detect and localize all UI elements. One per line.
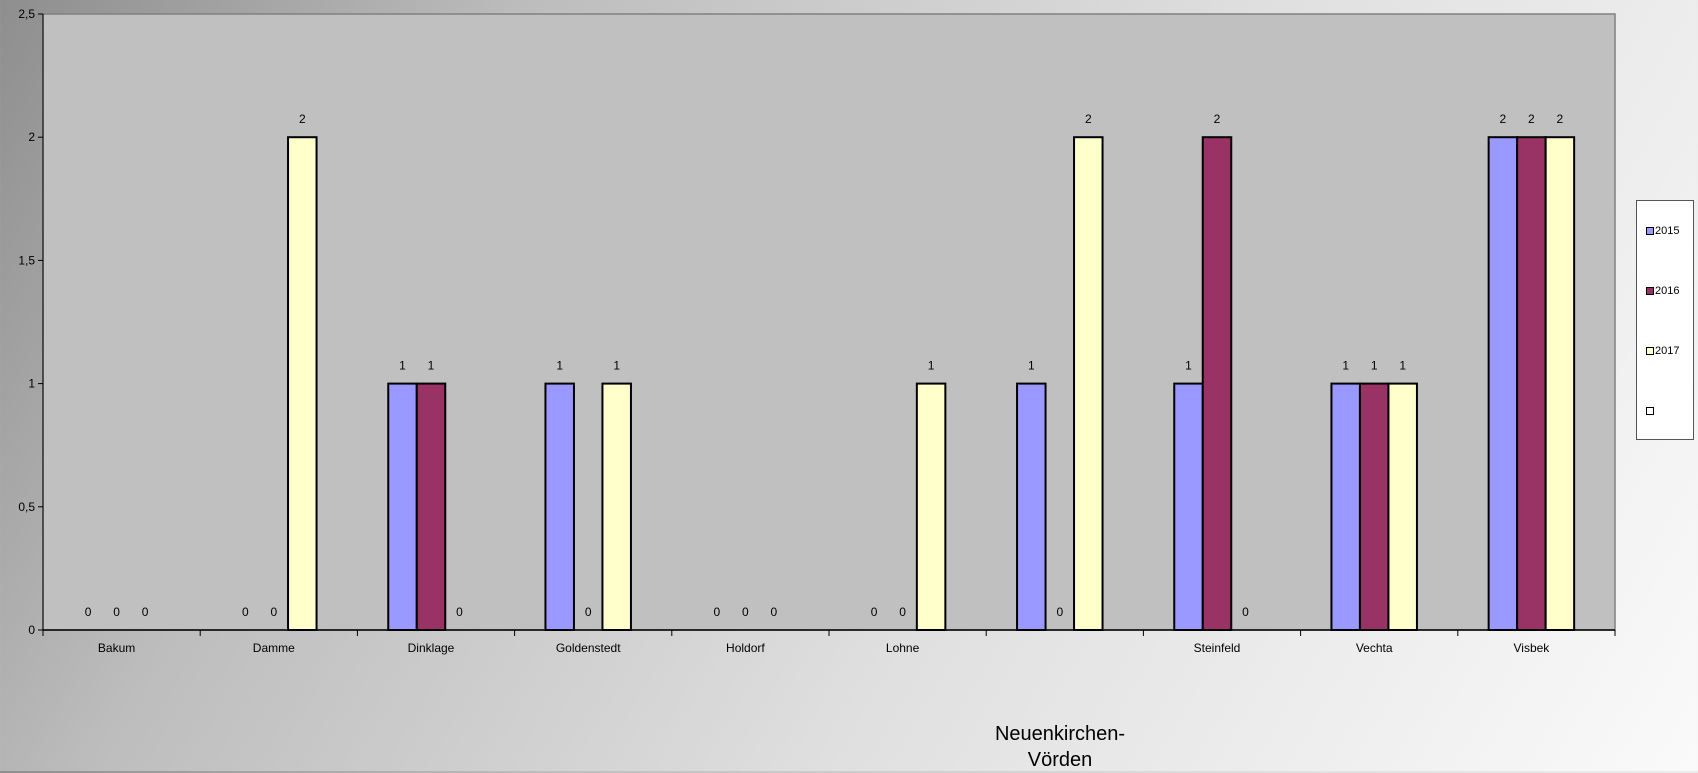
data-label-2017: 2 <box>299 112 306 126</box>
data-label-2016: 0 <box>899 605 906 619</box>
data-label-2017: 0 <box>1242 605 1249 619</box>
x-tick-label: Lohne <box>886 641 920 655</box>
bar-2015 <box>388 384 417 630</box>
data-label-2016: 0 <box>270 605 277 619</box>
y-tick-label: 2 <box>28 130 35 144</box>
data-label-2015: 1 <box>1185 359 1192 373</box>
x-tick-label: Holdorf <box>726 641 765 655</box>
bar-2017 <box>917 384 946 630</box>
bar-2017 <box>1074 137 1103 630</box>
x-tick-label: Damme <box>253 641 295 655</box>
y-tick-label: 0 <box>28 623 35 637</box>
data-label-2016: 0 <box>1056 605 1063 619</box>
bar-2015 <box>1017 384 1046 630</box>
x-tick-label: Vechta <box>1356 641 1393 655</box>
legend-label-2015: 2015 <box>1655 225 1679 237</box>
x-tick-label: Visbek <box>1513 641 1550 655</box>
legend-item-2017: 2017 <box>1646 344 1679 358</box>
data-label-2015: 0 <box>871 605 878 619</box>
x-tick-label: Goldenstedt <box>556 641 621 655</box>
category-label-line-2: Vörden <box>960 747 1160 773</box>
data-label-2017: 2 <box>1557 112 1564 126</box>
y-tick-label: 0,5 <box>18 500 35 514</box>
legend-item-2015: 2015 <box>1646 224 1679 238</box>
data-label-2015: 0 <box>85 605 92 619</box>
data-label-2017: 0 <box>142 605 149 619</box>
x-tick-label: Bakum <box>98 641 135 655</box>
data-label-2015: 2 <box>1500 112 1507 126</box>
category-label-line-1: Neuenkirchen- <box>960 721 1160 747</box>
data-label-2016: 1 <box>1371 359 1378 373</box>
data-label-2017: 1 <box>1399 359 1406 373</box>
bar-2017 <box>602 384 631 630</box>
data-label-2017: 2 <box>1085 112 1092 126</box>
data-label-2016: 0 <box>585 605 592 619</box>
data-label-2015: 1 <box>556 359 563 373</box>
legend-item-2016: 2016 <box>1646 284 1679 298</box>
y-tick-label: 1 <box>28 377 35 391</box>
bar-2016 <box>1203 137 1232 630</box>
x-tick-label: Steinfeld <box>1194 641 1241 655</box>
bar-2016 <box>417 384 446 630</box>
legend-label-2016: 2016 <box>1655 285 1679 297</box>
y-tick-label: 1,5 <box>18 253 35 267</box>
bar-2015 <box>545 384 574 630</box>
data-label-2016: 2 <box>1528 112 1535 126</box>
legend: 2015 2016 2017 <box>1636 200 1694 440</box>
bar-2016 <box>1360 384 1389 630</box>
bar-2017 <box>1546 137 1575 630</box>
data-label-2015: 0 <box>242 605 249 619</box>
data-label-2017: 1 <box>928 359 935 373</box>
data-label-2017: 1 <box>613 359 620 373</box>
data-label-2016: 0 <box>113 605 120 619</box>
legend-swatch-2015 <box>1646 227 1654 235</box>
bar-2016 <box>1517 137 1546 630</box>
legend-item-empty <box>1646 404 1655 418</box>
data-label-2015: 0 <box>714 605 721 619</box>
data-label-2017: 0 <box>456 605 463 619</box>
data-label-2015: 1 <box>399 359 406 373</box>
category-label-neuenkirchen-voerden: Neuenkirchen- Vörden <box>960 721 1160 773</box>
legend-swatch-2017 <box>1646 347 1654 355</box>
data-label-2016: 2 <box>1214 112 1221 126</box>
data-label-2015: 1 <box>1028 359 1035 373</box>
data-label-2017: 0 <box>771 605 778 619</box>
bar-2017 <box>1388 384 1417 630</box>
bar-2015 <box>1174 384 1203 630</box>
y-tick-label: 2,5 <box>18 7 35 21</box>
data-label-2016: 1 <box>428 359 435 373</box>
data-label-2015: 1 <box>1342 359 1349 373</box>
data-label-2016: 0 <box>742 605 749 619</box>
x-tick-label: Dinklage <box>408 641 455 655</box>
bar-2015 <box>1489 137 1518 630</box>
bar-2015 <box>1331 384 1360 630</box>
legend-swatch-empty <box>1646 407 1654 415</box>
bar-2017 <box>288 137 317 630</box>
legend-swatch-2016 <box>1646 287 1654 295</box>
legend-label-2017: 2017 <box>1655 345 1679 357</box>
